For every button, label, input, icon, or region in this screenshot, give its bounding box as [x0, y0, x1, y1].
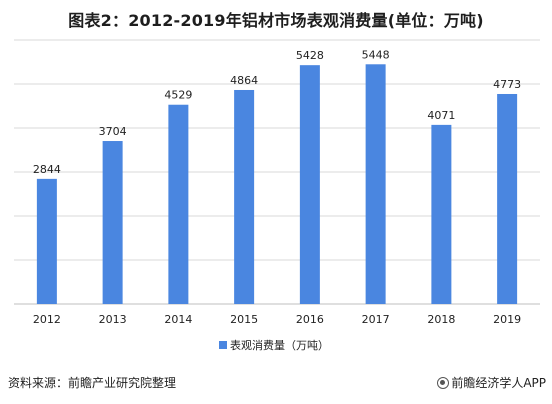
- x-tick-2018: 2018: [427, 313, 455, 326]
- brand-credit-text: 前瞻经济学人APP: [451, 376, 546, 390]
- x-tick-2015: 2015: [230, 313, 258, 326]
- legend: 表观消费量（万吨）: [219, 338, 329, 352]
- bar-2014: [168, 104, 189, 304]
- x-tick-2013: 2013: [99, 313, 127, 326]
- data-label-2017: 5448: [362, 48, 390, 61]
- data-label-2018: 4071: [427, 109, 455, 122]
- legend-swatch: [219, 341, 227, 349]
- legend-label: 表观消费量（万吨）: [230, 338, 329, 352]
- data-label-2012: 2844: [33, 163, 61, 176]
- data-label-2014: 4529: [164, 89, 192, 102]
- chart-title: 图表2：2012-2019年铝材市场表观消费量(单位：万吨): [68, 11, 484, 30]
- source-note: 资料来源：前瞻产业研究院整理: [8, 376, 177, 390]
- bar-2015: [234, 89, 255, 304]
- data-labels: 2844 3704 4529 4864 5428 5448 4071 4773: [33, 48, 521, 176]
- x-tick-2017: 2017: [362, 313, 390, 326]
- data-label-2019: 4773: [493, 78, 521, 91]
- bar-2016: [299, 65, 320, 304]
- x-tick-2014: 2014: [164, 313, 192, 326]
- data-label-2013: 3704: [99, 125, 127, 138]
- gridlines: [14, 39, 540, 305]
- bar-2013: [102, 141, 123, 304]
- x-tick-labels: 2012 2013 2014 2015 2016 2017 2018 2019: [33, 313, 521, 326]
- x-tick-2019: 2019: [493, 313, 521, 326]
- brand-credit: 前瞻经济学人APP: [437, 374, 546, 391]
- data-label-2015: 4864: [230, 74, 258, 87]
- bars: [36, 64, 518, 305]
- x-tick-2012: 2012: [33, 313, 61, 326]
- data-label-2016: 5428: [296, 49, 324, 62]
- bar-2017: [365, 64, 386, 305]
- brand-logo-icon: [437, 377, 450, 389]
- bar-2019: [497, 93, 518, 304]
- x-tick-2016: 2016: [296, 313, 324, 326]
- bar-2012: [36, 178, 57, 304]
- bar-2018: [431, 124, 452, 304]
